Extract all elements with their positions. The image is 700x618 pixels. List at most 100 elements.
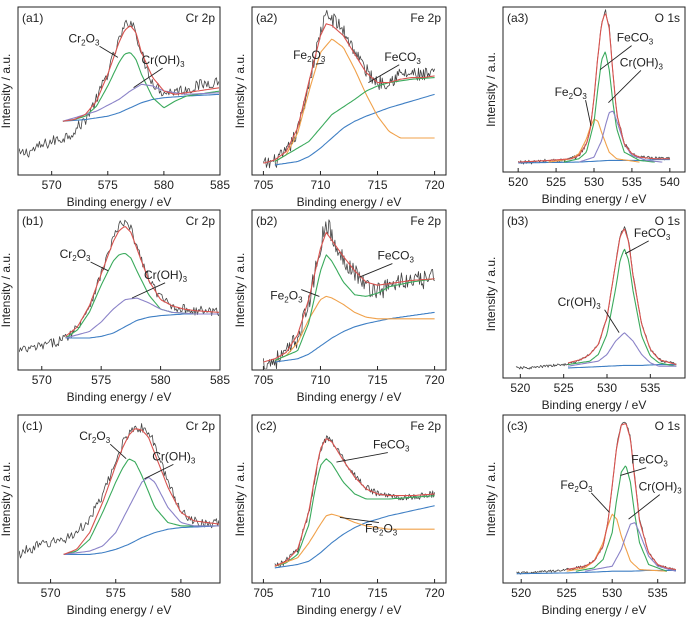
x-tick-label: 705 [253,373,273,387]
y-axis-label: Intensity / a.u. [233,462,247,537]
peak-annotation-label: Fe2O3 [555,85,588,101]
fitted-envelope-line [274,438,435,567]
xps-panel-c1: 570 575 580 Binding energy / eV Intensity / … [0,414,221,617]
peak-annotation-label: Cr2O3 [69,31,100,47]
plot-frame [502,6,686,173]
fitted-component-line [274,38,435,163]
xps-panel-a1: 570 575 580 585 Binding energy / eV Intensity… [0,6,230,209]
y-axis-label: Intensity / a.u. [233,253,247,328]
y-axis-label: Intensity / a.u. [484,52,498,127]
x-tick-label: 535 [648,586,668,600]
x-tick-label: 570 [42,178,62,192]
x-axis-label: Binding energy / eV [542,603,647,617]
x-tick-label: 535 [640,381,660,395]
annotation-leader-line [90,261,109,272]
panel-title: O 1s [655,11,680,25]
annotation-leader-line [99,45,119,58]
fitted-component-line [584,522,677,572]
fitted-component-line [274,254,435,361]
panel-title: Cr 2p [186,419,216,433]
fitted-envelope-line [518,13,670,163]
x-axis-label: Binding energy / eV [542,192,647,206]
annotation-leader-line [109,443,127,460]
peak-annotation-label: Fe2O3 [293,48,326,64]
x-axis-label: Binding energy / eV [297,603,402,617]
x-tick-label: 705 [253,178,273,192]
x-tick-label: 705 [253,586,273,600]
x-tick-label: 535 [622,175,642,189]
panel-label: (c2) [256,419,277,433]
annotation-leader-line [628,494,661,520]
annotation-leader-line [585,100,592,126]
x-tick-label: 525 [546,175,566,189]
background-line [274,505,435,569]
plot-frame [251,6,447,176]
fitted-component-line [575,465,667,572]
plot-area [518,9,671,165]
x-tick-label: 525 [554,381,574,395]
xps-panel-a2: 705 710 715 720 Binding energy / eV Intensity… [233,6,447,209]
panel-label: (b2) [256,214,277,228]
plot-area [263,9,435,169]
x-tick-label: 585 [210,178,230,192]
panel-title: Fe 2p [410,419,441,433]
annotation-leader-line [624,240,649,255]
panel-title: Fe 2p [410,11,441,25]
x-tick-label: 520 [508,175,528,189]
x-tick-label: 530 [602,586,622,600]
raw-spectrum-line [263,9,435,169]
annotation-leader-line [133,67,163,89]
plot-frame [251,209,447,371]
peak-annotation-label: FeCO3 [378,249,415,265]
background-line [62,93,219,122]
fitted-component-line [566,513,667,572]
fitted-component-line [567,332,677,367]
x-tick-label: 520 [510,381,530,395]
x-tick-label: 575 [91,373,111,387]
plot-frame [251,414,447,584]
x-axis-label: Binding energy / eV [297,195,402,209]
panel-label: (b1) [22,214,43,228]
peak-annotation-label: Cr(OH)3 [558,295,602,311]
panel-label: (c3) [507,419,528,433]
annotation-leader-line [359,263,393,278]
x-tick-label: 715 [368,586,388,600]
background-line [65,313,219,339]
annotation-leader-line [131,282,166,299]
y-axis-label: Intensity / a.u. [484,257,498,332]
peak-annotation-label: Cr2O3 [79,429,110,445]
raw-spectrum-line [19,423,219,559]
peak-annotation-label: Cr(OH)3 [152,449,196,465]
fitted-component-line [274,458,435,567]
fitted-envelope-line [65,226,219,337]
peak-annotation-label: FeCO3 [631,453,668,469]
panel-label: (a2) [256,11,277,25]
background-line [568,364,677,369]
annotation-leader-line [315,62,325,65]
x-axis-label: Binding energy / eV [67,390,172,404]
panel-label: (c1) [22,419,43,433]
fitted-component-line [63,458,219,555]
x-axis-label: Binding energy / eV [297,390,402,404]
x-tick-label: 575 [106,586,126,600]
plot-area [19,423,219,559]
xps-panel-b1: 570 575 580 585 Binding energy / eV Intensity… [0,209,230,404]
fitted-component-line [274,77,435,163]
fitted-envelope-line [63,428,219,555]
fitted-component-line [274,513,435,567]
y-axis-label: Intensity / a.u. [484,462,498,537]
annotation-leader-line [301,289,320,297]
annotation-leader-line [368,64,400,83]
y-axis-label: Intensity / a.u. [0,462,13,537]
plot-frame [502,414,686,584]
y-axis-label: Intensity / a.u. [0,54,13,129]
x-tick-label: 715 [368,178,388,192]
annotation-leader-line [591,492,610,513]
x-axis-label: Binding energy / eV [67,603,172,617]
fitted-envelope-line [263,23,435,164]
x-tick-label: 720 [425,373,445,387]
fitted-component-line [567,248,677,367]
fitted-component-line [62,52,219,122]
plot-area [274,435,435,569]
